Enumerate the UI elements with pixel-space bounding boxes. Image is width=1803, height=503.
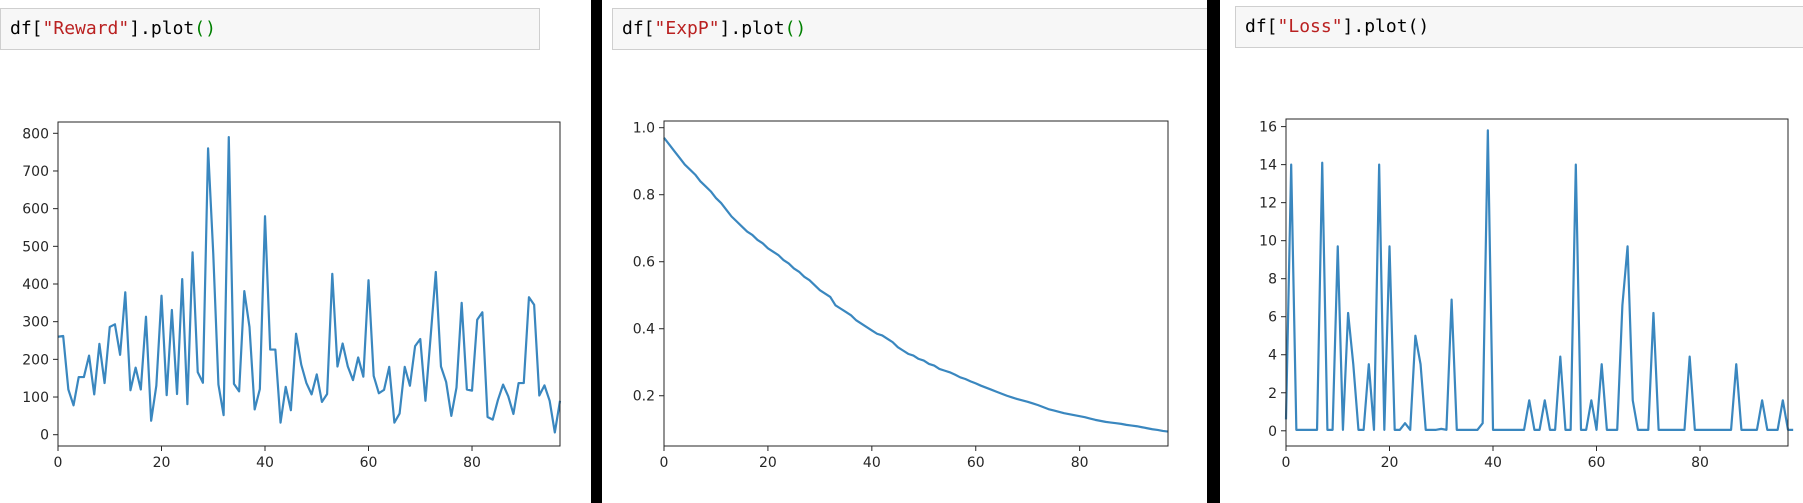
- y-tick-label: 0.2: [633, 389, 655, 405]
- y-tick-label: 0: [40, 428, 49, 444]
- expp-chart: 0 20 40 60 80 0.2 0.4 0.6 0.8 1.0: [633, 120, 1169, 471]
- y-tick-label: 400: [22, 277, 49, 293]
- x-tick-label: 60: [967, 455, 985, 471]
- y-tick-label: 500: [22, 239, 49, 255]
- plot-frame: [1285, 118, 1789, 447]
- x-tick-label: 40: [1484, 455, 1502, 471]
- code-method: ].plot: [129, 18, 195, 39]
- x-tick-label: 20: [153, 455, 171, 471]
- y-tick-label: 600: [22, 202, 49, 218]
- x-tick-label: 40: [256, 455, 274, 471]
- x-tick-label: 80: [1691, 455, 1709, 471]
- code-parens: (): [194, 18, 216, 39]
- x-tick-label: 20: [759, 455, 777, 471]
- y-tick-label: 700: [22, 164, 49, 180]
- y-tick-label: 2: [1268, 386, 1277, 402]
- x-tick-label: 80: [463, 455, 481, 471]
- x-tick-label: 0: [660, 455, 669, 471]
- code-method: ].plot: [1342, 16, 1408, 37]
- x-tick-label: 0: [1282, 455, 1291, 471]
- y-tick-label: 16: [1259, 120, 1277, 136]
- y-tick-label: 10: [1259, 234, 1277, 250]
- code-prefix: df[: [1245, 16, 1278, 37]
- x-tick-label: 80: [1071, 455, 1089, 471]
- plot-frame: [57, 121, 561, 447]
- x-tick-label: 60: [1588, 455, 1606, 471]
- plot-frame: [663, 120, 1169, 447]
- code-cell-loss[interactable]: df["Loss"].plot(): [1235, 6, 1803, 48]
- code-prefix: df[: [622, 18, 655, 39]
- y-tick-label: 800: [22, 126, 49, 142]
- y-tick-label: 0.4: [633, 322, 655, 338]
- x-tick-label: 0: [54, 455, 63, 471]
- code-string: "ExpP": [654, 18, 720, 39]
- code-cell-reward[interactable]: df["Reward"].plot(): [0, 8, 540, 50]
- series-line: [1284, 129, 1794, 431]
- code-parens: (): [1407, 16, 1430, 37]
- y-tick-label: 4: [1268, 348, 1277, 364]
- y-tick-label: 0.6: [633, 255, 655, 271]
- y-tick-label: 12: [1259, 196, 1277, 212]
- code-cell-expp[interactable]: df["ExpP"].plot(): [612, 8, 1207, 50]
- y-tick-label: 300: [22, 315, 49, 331]
- code-parens: (): [784, 18, 807, 39]
- y-tick-label: 1.0: [633, 121, 655, 137]
- y-tick-label: 0: [1268, 424, 1277, 440]
- y-tick-label: 8: [1268, 272, 1277, 288]
- code-string: "Reward": [42, 18, 130, 39]
- loss-chart: 0 20 40 60 80 0 2 4 6 8 10 12 14 16: [1259, 118, 1794, 471]
- loss-panel: df["Loss"].plot() 0 20 40 60 80 0 2 4 6 8 10 12 14 16: [1220, 0, 1803, 503]
- reward-panel: df["Reward"].plot() 0 20 40 60 80 0 100 200 300 4…: [0, 0, 591, 503]
- x-tick-label: 40: [863, 455, 881, 471]
- code-method: ].plot: [719, 18, 785, 39]
- expp-panel: df["ExpP"].plot() 0 20 40 60 80 0.2 0.4 0.6 0.8 1…: [602, 0, 1207, 503]
- series-line: [663, 137, 1169, 433]
- code-prefix: df[: [10, 18, 43, 39]
- y-tick-label: 6: [1268, 310, 1277, 326]
- x-tick-label: 60: [360, 455, 378, 471]
- y-tick-label: 0.8: [633, 188, 655, 204]
- x-tick-label: 20: [1381, 455, 1399, 471]
- series-line: [57, 135, 562, 434]
- y-tick-label: 200: [22, 352, 49, 368]
- code-string: "Loss": [1277, 16, 1343, 37]
- y-tick-label: 14: [1259, 158, 1277, 174]
- y-tick-label: 100: [22, 390, 49, 406]
